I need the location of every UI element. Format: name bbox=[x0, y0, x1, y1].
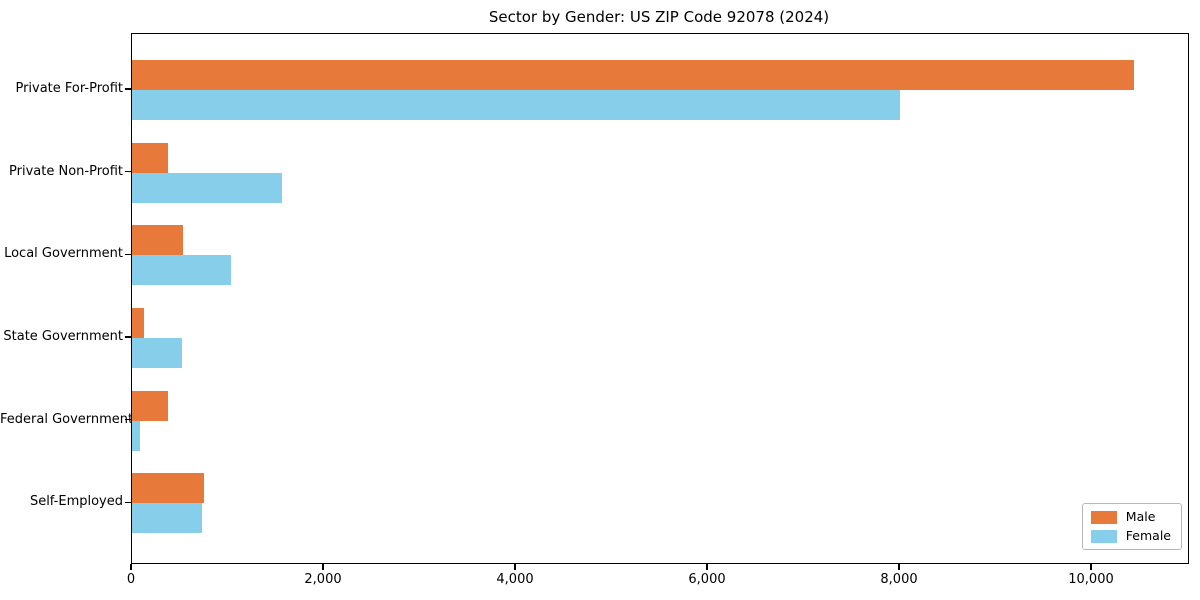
bar-male-state-government bbox=[132, 308, 145, 338]
y-axis: Private For-Profit Private Non-Profit Loca… bbox=[0, 33, 134, 562]
x-tick-label-10000: 10,000 bbox=[1068, 572, 1114, 587]
bar-group-private-for-profit bbox=[132, 60, 1188, 120]
bar-female-self-employed bbox=[132, 503, 203, 534]
legend: Male Female bbox=[1081, 503, 1182, 550]
bar-female-private-non-profit bbox=[132, 172, 282, 203]
x-tick-label-2000: 2,000 bbox=[304, 572, 342, 587]
x-tick-label-4000: 4,000 bbox=[496, 572, 534, 587]
x-tick-mark bbox=[898, 564, 900, 570]
x-tick-mark bbox=[130, 564, 132, 570]
x-tick-label-6000: 6,000 bbox=[688, 572, 726, 587]
bar-female-state-government bbox=[132, 338, 182, 368]
bar-male-local-government bbox=[132, 225, 183, 256]
legend-label-male: Male bbox=[1125, 509, 1156, 524]
bar-male-private-for-profit bbox=[132, 60, 1135, 90]
legend-label-female: Female bbox=[1125, 528, 1171, 543]
x-tick-label-8000: 8,000 bbox=[880, 572, 918, 587]
legend-item-male: Male bbox=[1090, 509, 1171, 524]
bar-group-state-government bbox=[132, 308, 1188, 368]
chart-title: Sector by Gender: US ZIP Code 92078 (202… bbox=[488, 8, 830, 26]
bar-female-federal-government bbox=[132, 420, 141, 451]
legend-item-female: Female bbox=[1090, 528, 1171, 543]
bar-group-federal-government bbox=[132, 390, 1188, 451]
y-tick-label-self-employed: Self-Employed bbox=[29, 494, 123, 510]
y-tick-label-federal-government: Federal Government bbox=[0, 411, 134, 427]
y-tick-label-private-for-profit: Private For-Profit bbox=[15, 81, 123, 96]
bar-group-self-employed bbox=[132, 473, 1188, 534]
y-tick-label-local-government: Local Government bbox=[4, 246, 123, 262]
bar-group-private-non-profit bbox=[132, 142, 1188, 203]
bar-group-local-government bbox=[132, 225, 1188, 286]
bar-female-local-government bbox=[132, 255, 231, 286]
x-tick-mark bbox=[706, 564, 708, 570]
plot-area: Male Female bbox=[131, 33, 1189, 564]
legend-swatch-male-icon bbox=[1090, 510, 1117, 524]
x-tick-label-0: 0 bbox=[126, 572, 136, 587]
y-tick-label-state-government: State Government bbox=[3, 329, 123, 344]
bar-female-private-for-profit bbox=[132, 90, 900, 120]
x-tick-mark bbox=[514, 564, 516, 570]
bar-male-self-employed bbox=[132, 473, 204, 504]
bar-male-federal-government bbox=[132, 390, 168, 421]
x-tick-mark bbox=[1090, 564, 1092, 570]
x-tick-mark bbox=[322, 564, 324, 570]
bar-male-private-non-profit bbox=[132, 142, 168, 173]
y-tick-label-private-non-profit: Private Non-Profit bbox=[9, 163, 123, 179]
legend-swatch-female-icon bbox=[1090, 529, 1117, 543]
